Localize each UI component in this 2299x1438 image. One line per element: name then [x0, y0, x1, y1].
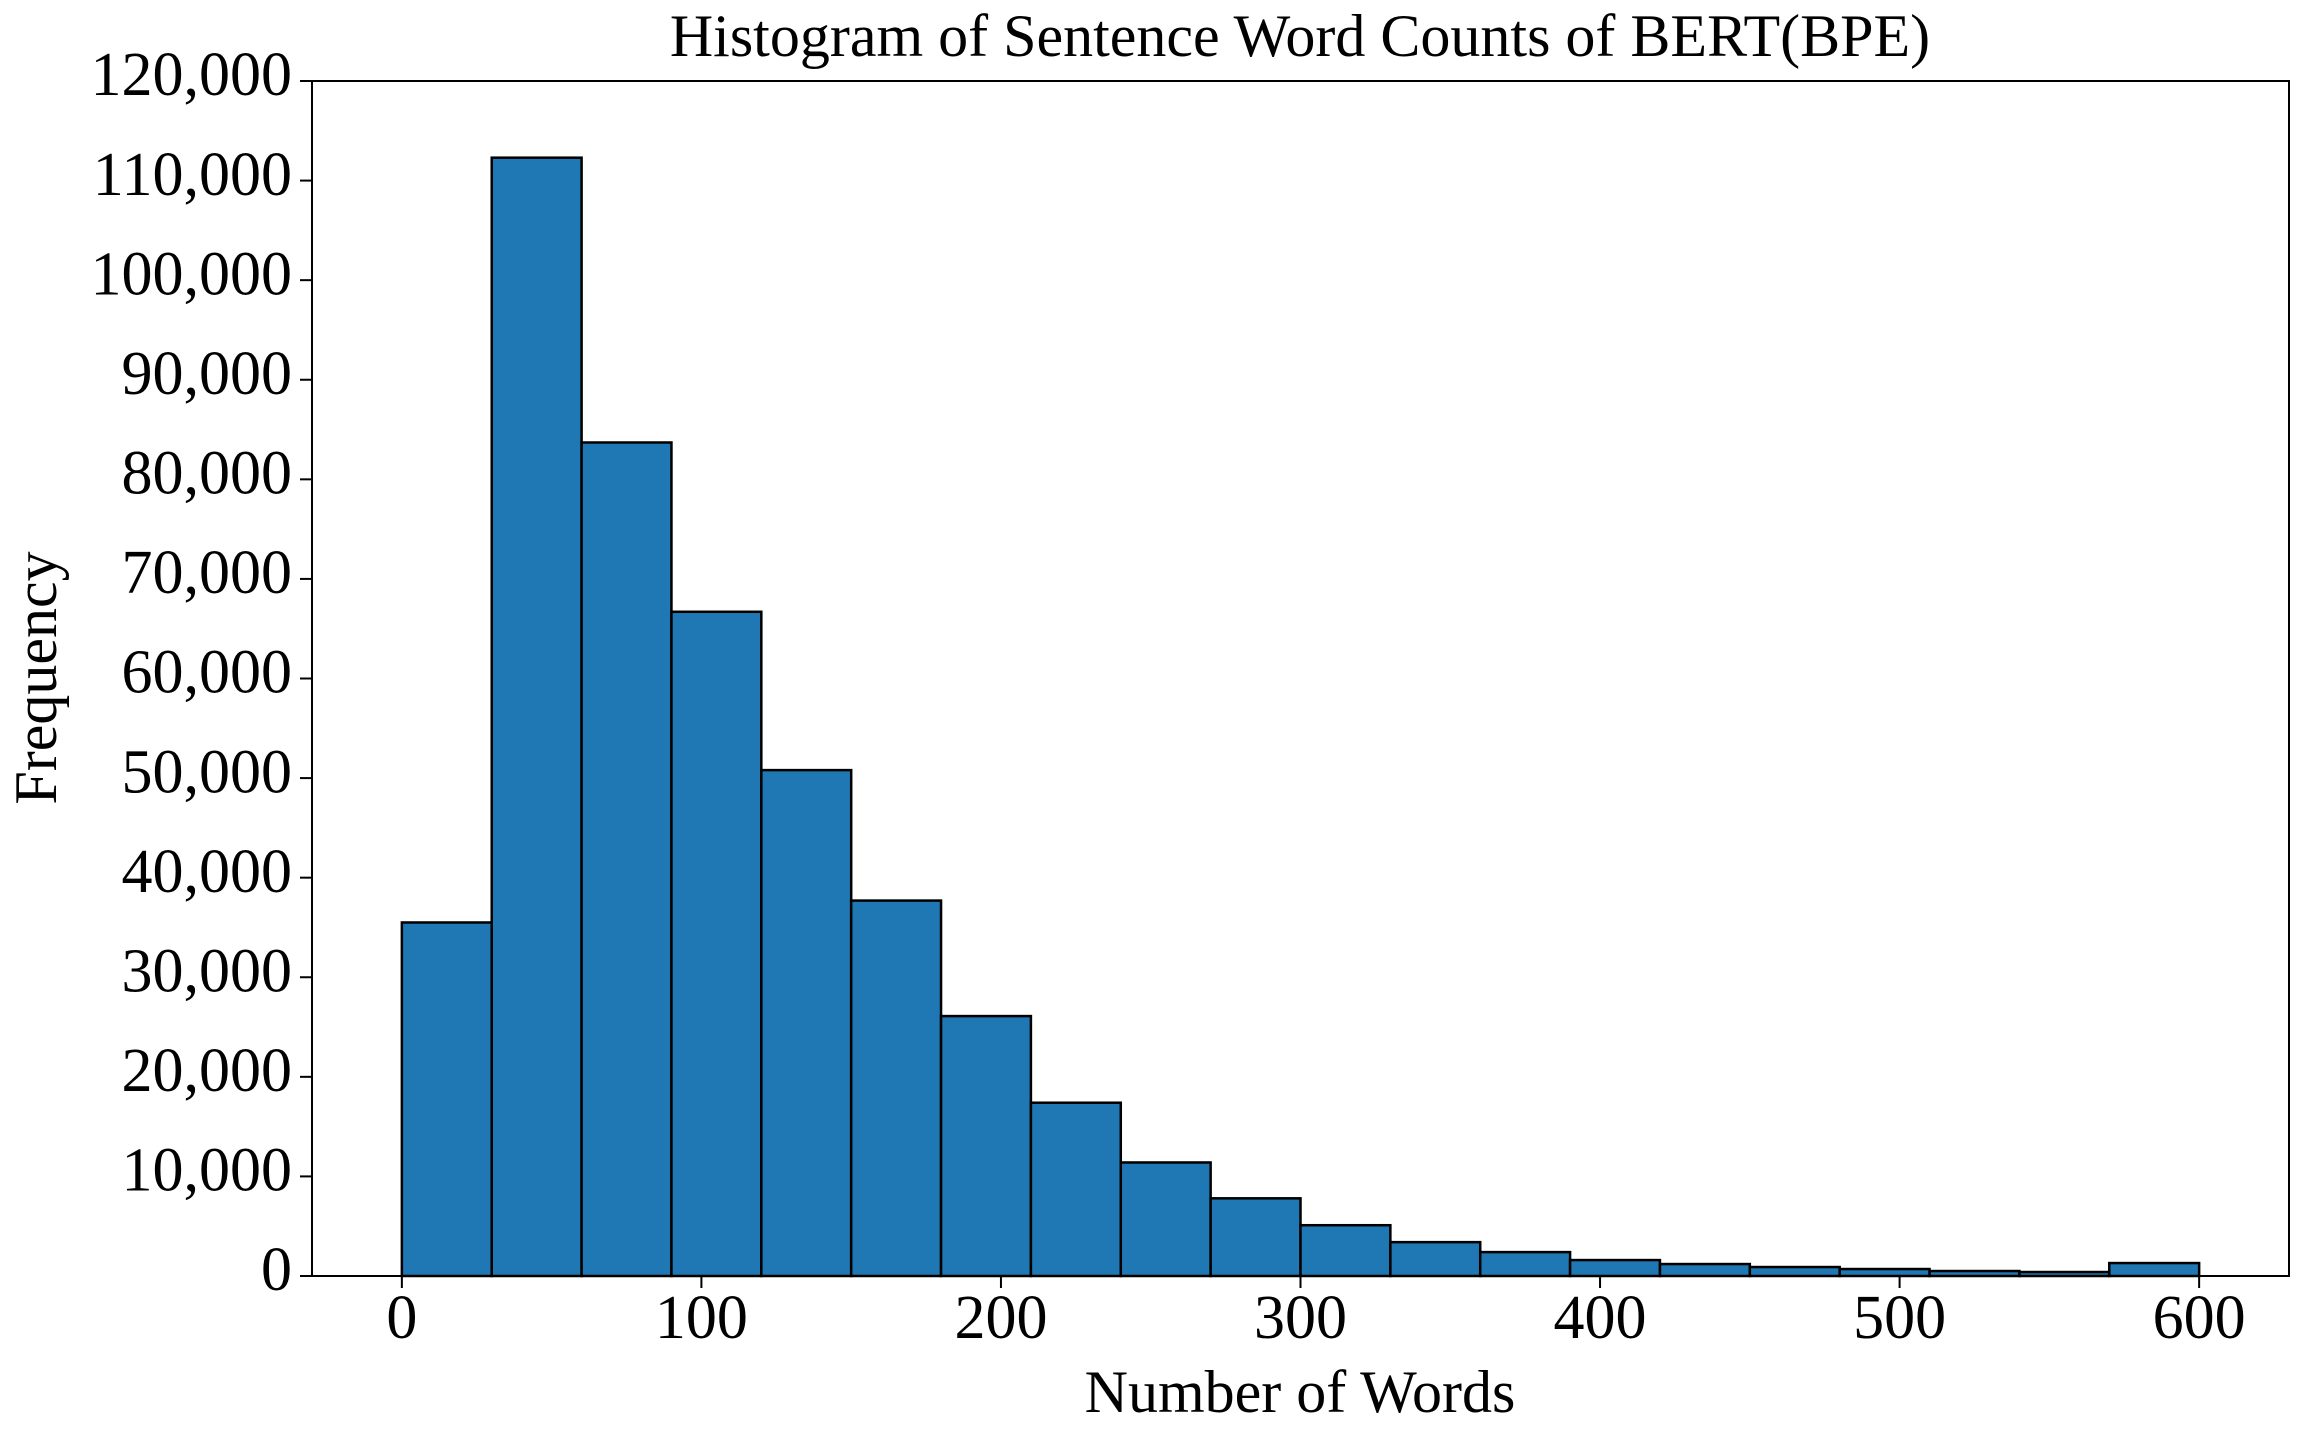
bar — [1029, 1101, 1123, 1278]
bar — [670, 610, 763, 1278]
bar — [400, 921, 493, 1278]
bar — [1568, 1258, 1662, 1278]
x-tick-label: 600 — [2153, 1284, 2246, 1352]
x-tick-label: 300 — [1254, 1284, 1347, 1352]
bar — [760, 768, 853, 1278]
y-tick-label: 40,000 — [122, 838, 293, 906]
x-tick-label: 100 — [655, 1284, 748, 1352]
y-tick-label: 70,000 — [122, 539, 293, 607]
bar — [1478, 1250, 1572, 1278]
y-tick-label: 110,000 — [93, 141, 292, 209]
bar — [1389, 1240, 1482, 1278]
y-tick-label: 50,000 — [122, 738, 293, 806]
bar — [1119, 1161, 1212, 1278]
x-tick-label: 0 — [386, 1284, 417, 1352]
bar — [1299, 1223, 1392, 1278]
x-tick-label: 500 — [1853, 1284, 1946, 1352]
bar — [939, 1014, 1033, 1278]
bar — [849, 899, 943, 1278]
bar — [1209, 1197, 1302, 1278]
bar — [580, 441, 673, 1278]
bar — [1838, 1267, 1931, 1278]
y-tick-label: 60,000 — [122, 639, 293, 707]
y-tick-label: 30,000 — [122, 937, 293, 1005]
y-tick-label: 10,000 — [122, 1137, 293, 1205]
y-tick-label: 90,000 — [122, 340, 293, 408]
bar — [1658, 1262, 1752, 1278]
bar — [1748, 1265, 1841, 1278]
y-tick-label: 0 — [261, 1236, 292, 1304]
bar — [490, 156, 583, 1278]
y-tick-label: 80,000 — [122, 440, 293, 508]
bar — [2108, 1261, 2201, 1278]
chart-title: Histogram of Sentence Word Counts of BER… — [670, 3, 1930, 69]
y-tick-label: 20,000 — [122, 1037, 293, 1105]
x-tick-label: 200 — [954, 1284, 1047, 1352]
x-axis-label: Number of Words — [1085, 1359, 1516, 1425]
x-tick-label: 400 — [1554, 1284, 1647, 1352]
y-tick-label: 100,000 — [91, 240, 293, 308]
y-tick-label: 120,000 — [91, 41, 293, 109]
y-axis-label: Frequency — [3, 551, 69, 804]
